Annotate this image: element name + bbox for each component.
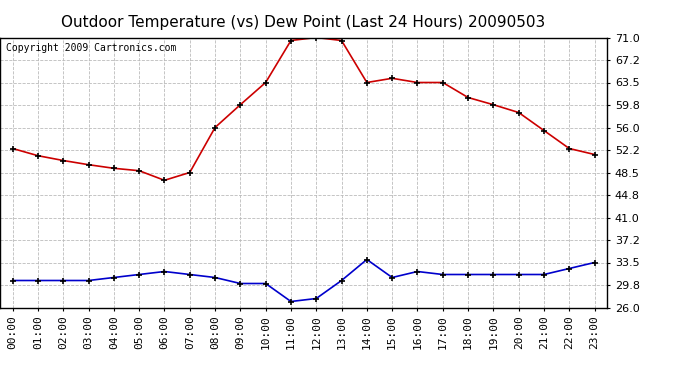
Text: Copyright 2009 Cartronics.com: Copyright 2009 Cartronics.com bbox=[6, 43, 177, 53]
Text: Outdoor Temperature (vs) Dew Point (Last 24 Hours) 20090503: Outdoor Temperature (vs) Dew Point (Last… bbox=[61, 15, 546, 30]
